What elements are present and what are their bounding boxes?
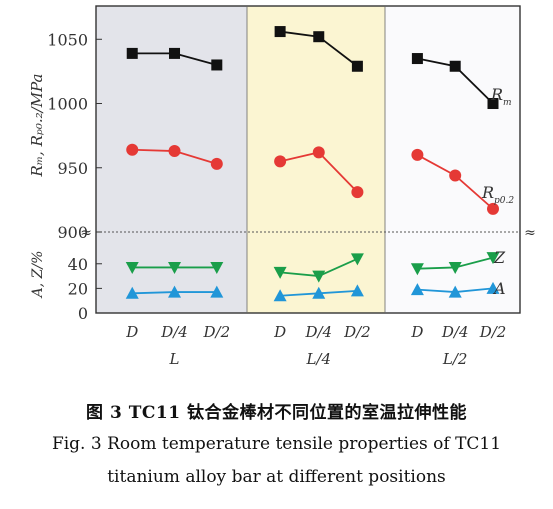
- upper-point-Rp0.2-2-0: [411, 148, 424, 161]
- lower-point-Z-0-0: [125, 261, 139, 274]
- upper-point-Rm-1-0: [274, 26, 286, 38]
- y-tick-label-upper-1000: 1000: [47, 95, 88, 114]
- lower-point-A-1-1: [312, 286, 326, 299]
- upper-point-Rm-2-0: [411, 53, 423, 65]
- upper-point-Rp0.2-2-1: [449, 169, 462, 182]
- band-1: [247, 6, 385, 313]
- lower-point-A-2-1: [448, 285, 462, 298]
- x-tick-label-1-1: D/4: [304, 323, 332, 341]
- group-label-0: L: [169, 350, 180, 368]
- x-tick-label-0-0: D: [125, 323, 138, 341]
- y-tick-label-upper-950: 950: [57, 159, 88, 178]
- x-tick-label-0-2: D/2: [202, 323, 230, 341]
- y-tick-label-upper-1050: 1050: [47, 30, 88, 49]
- lower-point-A-2-0: [410, 283, 424, 296]
- x-tick-label-1-0: D: [273, 323, 286, 341]
- upper-point-Rm-2-2: [487, 98, 499, 110]
- lower-point-A-1-0: [273, 289, 287, 302]
- lower-point-Z-2-1: [448, 261, 462, 274]
- series-label-z: Z: [493, 248, 506, 267]
- y-axis-title-strength: Rₘ, Rₚ₀.₂/MPa: [28, 74, 46, 178]
- lower-point-A-1-2: [350, 284, 364, 297]
- figure-caption-english-line1: Fig. 3 Room temperature tensile properti…: [51, 434, 502, 454]
- tensile-properties-chart: ≈ ≈1050 1000 950 900 40 20 0 Rₘ, Rₚ₀.₂/MPa A, Z/%…: [28, 5, 536, 368]
- plot-frame: [95, 5, 521, 314]
- x-tick-label-0-1: D/4: [160, 323, 188, 341]
- figure-caption-chinese: 图 3 TC11 钛合金棒材不同位置的室温拉伸性能: [86, 403, 467, 423]
- lower-point-Z-2-0: [410, 263, 424, 276]
- series-label-rm-sub: m: [503, 98, 512, 108]
- y-tick-label-lower-0: 0: [78, 304, 88, 323]
- upper-point-Rp0.2-2-2: [487, 202, 499, 215]
- y-tick-label-lower-40: 40: [68, 255, 88, 274]
- series-label-rp-sub: p0.2: [494, 196, 514, 206]
- upper-point-Rm-0-0: [126, 47, 138, 59]
- upper-point-Rm-1-2: [351, 60, 363, 72]
- lower-point-Z-2-2: [486, 252, 500, 265]
- x-tick-label-2-2: D/2: [479, 323, 507, 341]
- upper-point-Rp0.2-1-1: [312, 146, 325, 159]
- y-axis-title-elongation: A, Z/%: [30, 251, 46, 300]
- lower-point-A-2-2: [486, 281, 500, 294]
- series-label-a: A: [492, 279, 506, 298]
- upper-point-Rm-1-1: [313, 31, 325, 43]
- band-2: [385, 6, 520, 313]
- x-tick-label-1-2: D/2: [343, 323, 371, 341]
- upper-point-Rp0.2-1-2: [351, 186, 364, 199]
- series-label-rp: R: [481, 183, 494, 202]
- y-tick-label-lower-20: 20: [68, 279, 88, 298]
- lower-point-Z-1-2: [350, 253, 364, 266]
- series-label-rm: R: [490, 85, 503, 104]
- lower-point-Z-1-0: [273, 266, 287, 279]
- lower-point-Z-0-1: [168, 261, 182, 274]
- y-tick-label-upper-900: 900: [57, 223, 88, 242]
- upper-point-Rm-0-1: [169, 47, 181, 59]
- group-label-1: L/4: [305, 350, 331, 368]
- upper-point-Rp0.2-0-2: [210, 157, 223, 170]
- upper-point-Rp0.2-1-0: [274, 155, 287, 168]
- axis-break-mark-right: ≈: [524, 225, 536, 241]
- x-tick-label-2-0: D: [410, 323, 423, 341]
- group-label-2: L/2: [442, 350, 468, 368]
- lower-point-A-0-2: [210, 285, 224, 298]
- lower-point-A-0-1: [168, 285, 182, 298]
- lower-point-A-0-0: [125, 286, 139, 299]
- upper-point-Rp0.2-0-0: [126, 143, 139, 156]
- upper-point-Rp0.2-0-1: [168, 145, 181, 158]
- lower-point-Z-0-2: [210, 261, 224, 274]
- axis-break-mark-left: ≈: [80, 225, 92, 241]
- upper-point-Rm-2-1: [449, 60, 461, 72]
- figure-caption-english-line2: titanium alloy bar at different position…: [107, 467, 446, 487]
- upper-point-Rm-0-2: [211, 59, 223, 71]
- lower-point-Z-1-1: [312, 270, 326, 283]
- x-tick-label-2-1: D/4: [441, 323, 469, 341]
